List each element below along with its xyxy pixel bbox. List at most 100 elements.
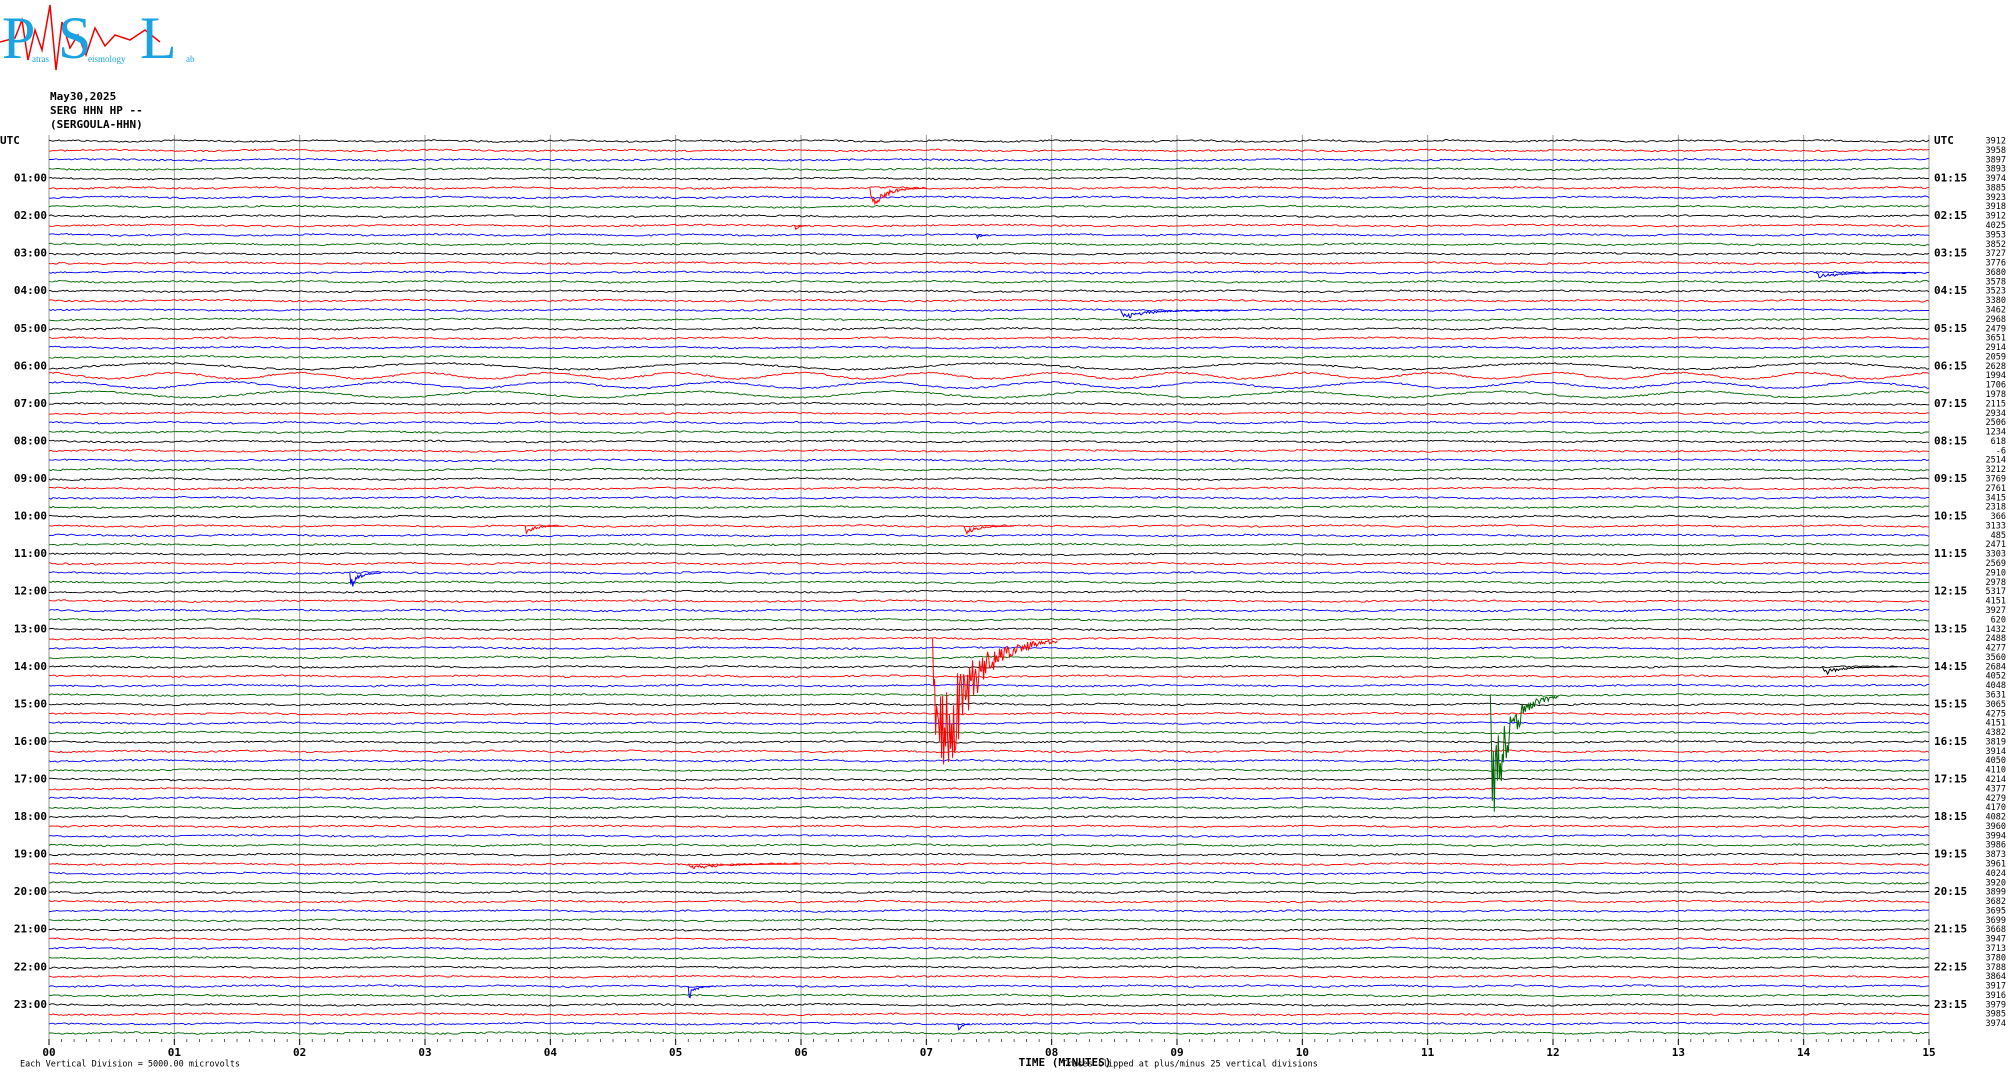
logo-letter: S (58, 5, 91, 71)
trace-value: 2914 (1986, 343, 2006, 353)
trace (48, 232, 1930, 237)
trace-value: 2628 (1986, 362, 2006, 372)
trace-value: 3380 (1986, 296, 2006, 306)
trace-value: 4052 (1986, 672, 2006, 682)
x-tick-label: 13 (1672, 1046, 1685, 1059)
left-time-label: 01:00 (14, 172, 47, 185)
x-tick-label: 05 (669, 1046, 682, 1059)
right-time-label: 16:15 (1934, 735, 1967, 748)
trace-value: 2514 (1986, 456, 2006, 466)
trace (48, 157, 1930, 162)
trace-value: 618 (1991, 437, 2006, 447)
left-time-label: 12:00 (14, 585, 47, 598)
trace (48, 139, 1930, 143)
trace-value: 3916 (1986, 991, 2006, 1001)
trace-value: 5317 (1986, 587, 2006, 597)
logo-word: eismology (88, 54, 126, 64)
logo-word: ab (186, 54, 195, 64)
date: May30,2025 (50, 90, 116, 103)
left-time-label: 20:00 (14, 885, 47, 898)
trace-value: 2910 (1986, 568, 2006, 578)
trace (48, 355, 1930, 359)
trace (48, 505, 1930, 510)
trace (48, 514, 1929, 519)
trace (48, 909, 1930, 913)
trace-value: 3776 (1986, 259, 2006, 269)
trace-value: 2115 (1986, 399, 2006, 409)
trace-value: 3960 (1986, 822, 2006, 832)
trace-value: 366 (1991, 512, 2006, 522)
trace-value: 2318 (1986, 503, 2006, 513)
trace-value: 3927 (1986, 606, 2006, 616)
trace (48, 242, 1930, 247)
right-time-label: 06:15 (1934, 359, 1967, 372)
trace (48, 223, 1930, 228)
right-time-label: 08:15 (1934, 434, 1967, 447)
trace-value: 3303 (1986, 550, 2006, 560)
left-time-label: 02:00 (14, 209, 47, 222)
trace-value: 3917 (1986, 982, 2006, 992)
trace-value: 4214 (1986, 775, 2006, 785)
trace (48, 148, 1930, 153)
trace-value: 4050 (1986, 756, 2006, 766)
event (1120, 309, 1233, 319)
trace (48, 467, 1930, 472)
trace-value: 1432 (1986, 625, 2006, 635)
trace (48, 965, 1930, 970)
right-time-label: 11:15 (1934, 547, 1967, 560)
trace-value: 3680 (1986, 268, 2006, 278)
trace-value: 3133 (1986, 521, 2006, 531)
right-time-label: 10:15 (1934, 510, 1967, 523)
right-time-label: 02:15 (1934, 209, 1967, 222)
logo-word: atras (32, 54, 49, 64)
trace-value: 3986 (1986, 841, 2006, 851)
event (1815, 272, 1917, 279)
trace (49, 401, 1929, 406)
trace (48, 362, 1930, 371)
left-time-label: 19:00 (14, 848, 47, 861)
right-time-label: 21:15 (1934, 923, 1967, 936)
x-tick-label: 07 (920, 1046, 933, 1059)
logo: P S L atras eismology ab (0, 5, 195, 71)
x-tick-label: 06 (794, 1046, 808, 1059)
trace-value: 1234 (1986, 428, 2006, 438)
trace-value: 3920 (1986, 878, 2006, 888)
trace-value: 3780 (1986, 953, 2006, 963)
trace-value: 4377 (1986, 784, 2006, 794)
left-time-label: 07:00 (14, 397, 47, 410)
left-time-label: 21:00 (14, 923, 47, 936)
trace (48, 843, 1930, 848)
left-time-label: UTC (0, 134, 20, 147)
trace (49, 946, 1930, 951)
trace (48, 786, 1930, 791)
trace-value: 3769 (1986, 475, 2006, 485)
trace (48, 390, 1930, 399)
trace-value: 3994 (1986, 831, 2006, 841)
left-time-label: 18:00 (14, 810, 47, 823)
x-tick-label: 03 (418, 1046, 431, 1059)
trace (48, 599, 1930, 603)
trace-value: 485 (1991, 531, 2006, 541)
trace (48, 702, 1930, 707)
trace (48, 495, 1929, 500)
trace (48, 805, 1930, 810)
trace (48, 824, 1929, 829)
trace (48, 533, 1930, 538)
trace (48, 186, 1930, 190)
trace (48, 711, 1929, 716)
trace (48, 871, 1930, 876)
trace (48, 627, 1930, 632)
trace (48, 561, 1930, 566)
trace (48, 486, 1930, 491)
trace-value: 3819 (1986, 737, 2006, 747)
x-tick-label: 04 (544, 1046, 558, 1059)
trace (48, 674, 1930, 679)
trace-value: 2761 (1986, 484, 2006, 494)
trace (48, 993, 1930, 998)
trace-value: 2488 (1986, 634, 2006, 644)
trace-value: 3899 (1986, 888, 2006, 898)
event (687, 985, 714, 999)
left-time-label: 13:00 (14, 622, 47, 635)
trace (48, 411, 1930, 416)
x-tick-label: 11 (1421, 1046, 1435, 1059)
